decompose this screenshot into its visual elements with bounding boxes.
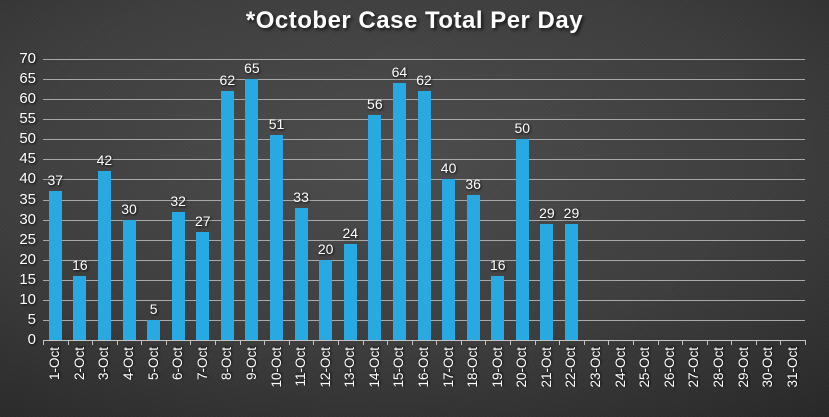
x-axis-tick xyxy=(805,340,806,345)
x-tick-label: 25-Oct xyxy=(637,347,653,388)
y-tick-label: 0 xyxy=(27,331,36,348)
data-label-9-Oct: 65 xyxy=(244,60,260,77)
data-label-6-Oct: 32 xyxy=(170,192,186,209)
data-label-19-Oct: 16 xyxy=(489,256,506,273)
x-tick-label: 10-Oct xyxy=(268,347,284,388)
x-tick-label: 15-Oct xyxy=(391,347,407,388)
x-tick-label: 28-Oct xyxy=(710,347,726,388)
data-label-7-Oct: 27 xyxy=(194,212,211,229)
x-tick-label: 14-Oct xyxy=(366,347,382,388)
x-tick-label: 27-Oct xyxy=(686,347,702,388)
x-tick-label: 12-Oct xyxy=(317,347,333,388)
x-tick-label: 29-Oct xyxy=(735,347,751,388)
bar-13-Oct xyxy=(343,243,357,340)
x-tick-label: 2-Oct xyxy=(71,347,87,381)
x-tick-label: 19-Oct xyxy=(489,347,505,388)
bar-11-Oct xyxy=(294,207,308,340)
data-label-4-Oct: 30 xyxy=(121,200,137,217)
y-tick-label: 45 xyxy=(19,150,36,168)
y-tick-label: 65 xyxy=(19,70,36,88)
bar-16-Oct xyxy=(417,91,431,340)
bar-19-Oct xyxy=(491,275,505,340)
y-tick-label: 10 xyxy=(19,290,36,308)
plot-area: 37 16 42 30 5 32 27 62 65 51 33 20 24 56 64 62 40 36 16 50 2… xyxy=(43,59,805,341)
data-label-3-Oct: 42 xyxy=(96,152,113,169)
y-tick-label: 15 xyxy=(19,270,36,288)
data-label-5-Oct: 5 xyxy=(149,300,158,317)
data-label-11-Oct: 33 xyxy=(293,188,309,205)
data-label-1-Oct: 37 xyxy=(47,172,64,189)
data-label-16-Oct: 62 xyxy=(416,72,432,89)
data-label-2-Oct: 16 xyxy=(72,256,88,273)
bar-10-Oct xyxy=(270,135,284,340)
bar-14-Oct xyxy=(368,115,382,340)
data-label-17-Oct: 40 xyxy=(440,160,457,177)
bar-18-Oct xyxy=(466,195,480,340)
x-tick-label: 17-Oct xyxy=(440,347,456,388)
data-label-12-Oct: 20 xyxy=(317,240,334,257)
bar-15-Oct xyxy=(392,83,406,340)
data-label-22-Oct: 29 xyxy=(563,204,580,221)
bar-20-Oct xyxy=(515,139,529,340)
data-label-20-Oct: 50 xyxy=(514,120,531,137)
gridline xyxy=(43,79,805,81)
x-tick-label: 7-Oct xyxy=(194,347,210,381)
x-tick-label: 18-Oct xyxy=(465,347,481,388)
data-label-14-Oct: 56 xyxy=(367,96,383,113)
x-tick-label: 13-Oct xyxy=(342,347,358,388)
x-tick-label: 8-Oct xyxy=(219,347,235,381)
bar-4-Oct xyxy=(122,219,136,340)
x-tick-label: 4-Oct xyxy=(121,347,137,381)
x-tick-label: 26-Oct xyxy=(661,347,677,388)
bar-9-Oct xyxy=(245,79,259,340)
gridline xyxy=(43,59,805,60)
y-tick-label: 40 xyxy=(19,170,36,188)
y-tick-label: 35 xyxy=(19,190,36,208)
bar-7-Oct xyxy=(196,231,210,340)
bar-5-Oct xyxy=(147,319,161,340)
y-tick-label: 5 xyxy=(27,310,36,328)
data-label-13-Oct: 24 xyxy=(342,224,359,241)
x-tick-label: 16-Oct xyxy=(416,347,431,388)
data-label-8-Oct: 62 xyxy=(219,72,236,89)
bar-21-Oct xyxy=(540,223,554,340)
x-tick-label: 30-Oct xyxy=(760,347,776,388)
y-tick-label: 25 xyxy=(19,230,36,248)
y-tick-label: 20 xyxy=(19,250,36,268)
bar-22-Oct xyxy=(564,223,578,340)
bar-1-Oct xyxy=(48,191,62,340)
bar-6-Oct xyxy=(171,211,185,340)
data-label-15-Oct: 64 xyxy=(391,64,408,81)
x-tick-label: 9-Oct xyxy=(243,347,259,381)
bar-3-Oct xyxy=(97,171,111,340)
data-label-18-Oct: 36 xyxy=(465,176,481,193)
y-tick-label: 60 xyxy=(19,90,36,108)
x-tick-label: 22-Oct xyxy=(563,347,579,388)
data-label-21-Oct: 29 xyxy=(539,204,555,221)
y-tick-label: 55 xyxy=(19,110,36,128)
bar-2-Oct xyxy=(73,275,87,340)
x-tick-label: 21-Oct xyxy=(538,347,554,388)
y-tick-label: 70 xyxy=(19,50,36,67)
x-tick-label: 31-Oct xyxy=(784,347,800,388)
x-tick-label: 6-Oct xyxy=(170,347,186,381)
y-tick-label: 50 xyxy=(19,130,36,148)
x-tick-label: 24-Oct xyxy=(612,347,628,388)
x-tick-label: 20-Oct xyxy=(514,347,530,388)
x-tick-label: 5-Oct xyxy=(145,347,161,381)
data-label-10-Oct: 51 xyxy=(268,116,285,133)
x-tick-label: 3-Oct xyxy=(96,347,112,381)
bar-17-Oct xyxy=(442,179,456,340)
bar-8-Oct xyxy=(220,91,234,340)
chart-title: *October Case Total Per Day xyxy=(245,7,584,34)
x-tick-label: 1-Oct xyxy=(47,347,63,381)
y-tick-label: 30 xyxy=(19,210,36,228)
bar-12-Oct xyxy=(319,259,333,340)
x-tick-label: 11-Oct xyxy=(293,347,309,387)
x-tick-label: 23-Oct xyxy=(588,347,604,388)
x-axis-line xyxy=(43,340,805,341)
